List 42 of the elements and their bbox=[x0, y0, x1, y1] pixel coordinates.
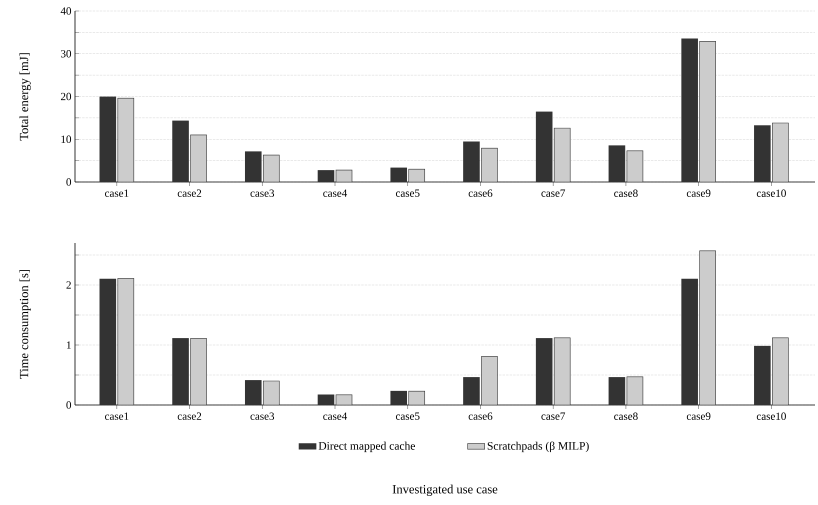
x-tick-label: case2 bbox=[178, 190, 202, 197]
y-axis-title: Total energy [mJ] bbox=[19, 53, 31, 141]
x-axis-title: Investigated use case bbox=[392, 484, 498, 496]
x-tick-label: case3 bbox=[250, 412, 274, 420]
x-tick-label: case9 bbox=[686, 190, 710, 197]
bar bbox=[699, 250, 716, 405]
x-tick-label: case4 bbox=[323, 412, 348, 420]
x-tick-label: case8 bbox=[614, 412, 638, 420]
y-tick-label: 40 bbox=[60, 7, 72, 15]
legend-label: Direct mapped cache bbox=[318, 442, 415, 452]
y-tick-label: 2 bbox=[66, 281, 71, 289]
y-tick-label: 10 bbox=[61, 136, 72, 143]
y-tick-label: 30 bbox=[61, 50, 72, 58]
x-tick-label: case4 bbox=[323, 190, 348, 197]
bar bbox=[262, 380, 280, 405]
bar bbox=[772, 338, 789, 405]
bar bbox=[481, 356, 498, 405]
y-tick-label: 0 bbox=[66, 401, 72, 409]
x-tick-label: case10 bbox=[756, 190, 786, 197]
x-tick-label: case7 bbox=[541, 412, 566, 420]
x-tick-label: case10 bbox=[756, 412, 786, 420]
x-tick-label: case9 bbox=[686, 412, 710, 420]
y-tick-label: 0 bbox=[66, 178, 72, 186]
bar bbox=[190, 338, 207, 405]
y-axis-title: Time consumption [s] bbox=[19, 270, 31, 379]
x-tick-label: case5 bbox=[396, 412, 420, 420]
y-tick-label: 20 bbox=[60, 92, 72, 100]
x-tick-label: case5 bbox=[396, 190, 420, 197]
x-tick-label: case1 bbox=[105, 412, 128, 420]
bar bbox=[554, 338, 570, 405]
legend-label: Scratchpads (β MILP) bbox=[488, 442, 589, 452]
x-tick-label: case6 bbox=[468, 412, 492, 420]
bar bbox=[408, 391, 425, 405]
x-tick-label: case8 bbox=[614, 190, 638, 197]
x-tick-label: case1 bbox=[105, 190, 128, 197]
bar bbox=[118, 278, 134, 405]
y-tick-label: 1 bbox=[66, 341, 71, 349]
x-tick-label: case3 bbox=[250, 190, 274, 197]
x-tick-label: case6 bbox=[468, 190, 492, 197]
x-tick-label: case2 bbox=[178, 412, 202, 420]
x-tick-label: case7 bbox=[541, 190, 566, 197]
bar bbox=[626, 376, 644, 405]
